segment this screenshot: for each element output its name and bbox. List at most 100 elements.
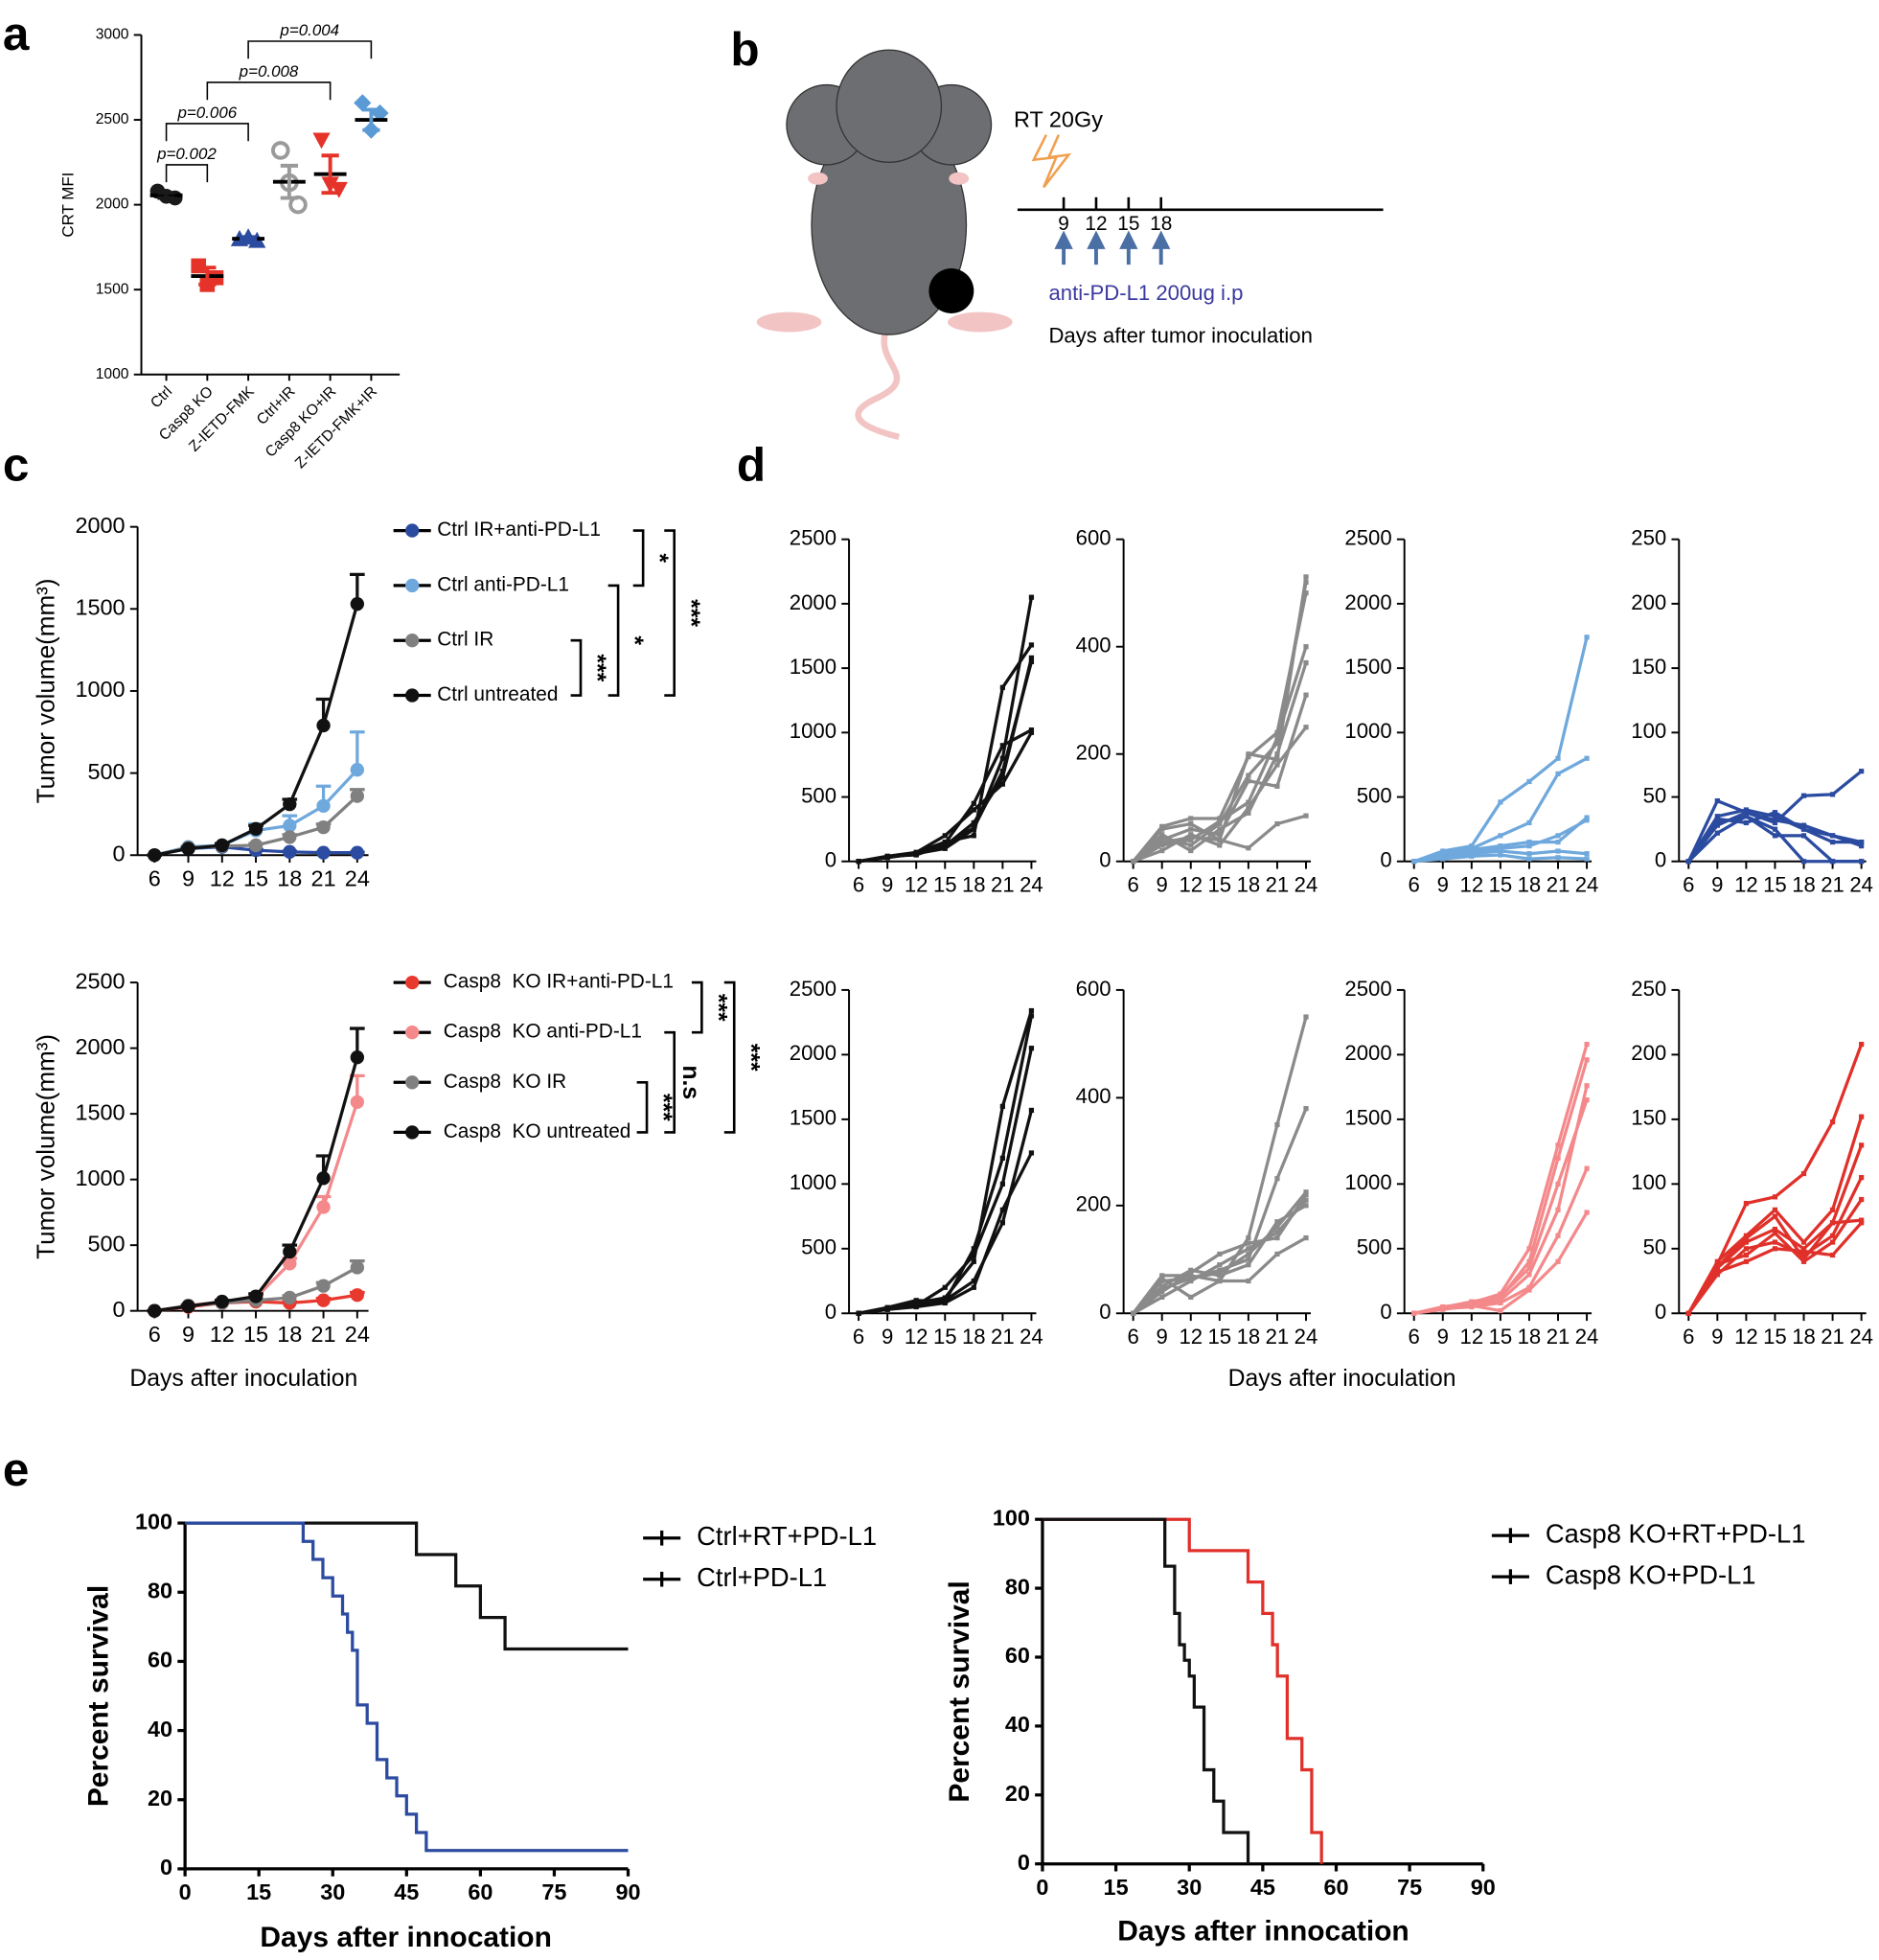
error-bar bbox=[157, 191, 175, 200]
y-tick-label: 1500 bbox=[75, 595, 125, 620]
point bbox=[942, 833, 948, 839]
legend-label: Casp8 KO IR bbox=[444, 1071, 566, 1093]
point bbox=[1526, 819, 1532, 826]
point bbox=[1246, 1257, 1251, 1262]
y-tick-label: 0 bbox=[1099, 848, 1111, 872]
point bbox=[1772, 1246, 1778, 1252]
x-tick-label: 24 bbox=[1575, 873, 1599, 897]
significance-label: *** bbox=[584, 654, 609, 681]
point bbox=[884, 855, 890, 861]
point bbox=[1859, 1196, 1865, 1203]
point bbox=[1159, 840, 1165, 845]
x-tick-label: 15 bbox=[1763, 873, 1787, 897]
y-tick-label: 100 bbox=[1631, 719, 1666, 743]
point bbox=[1743, 1246, 1750, 1252]
point bbox=[1188, 842, 1194, 848]
point bbox=[1303, 659, 1309, 666]
point bbox=[1743, 1258, 1750, 1264]
point bbox=[1829, 1118, 1836, 1125]
point bbox=[1217, 1251, 1223, 1257]
legend-marker bbox=[405, 1125, 420, 1140]
point bbox=[942, 842, 948, 847]
point bbox=[1498, 1300, 1503, 1306]
point bbox=[1859, 859, 1865, 865]
y-tick-label: 250 bbox=[1631, 526, 1666, 550]
y-tick-label: 0 bbox=[1099, 1300, 1111, 1324]
point bbox=[1246, 1278, 1251, 1284]
point bbox=[999, 755, 1005, 761]
mouse-hand bbox=[949, 172, 970, 185]
legend-marker bbox=[405, 578, 420, 593]
y-tick-label: 500 bbox=[801, 1235, 836, 1259]
point bbox=[1303, 574, 1309, 580]
y-tick-label: 2000 bbox=[1344, 1041, 1391, 1065]
point bbox=[215, 838, 229, 853]
y-tick-label: 1500 bbox=[75, 1099, 125, 1124]
significance-label: p=0.002 bbox=[156, 145, 217, 163]
point bbox=[1584, 1165, 1590, 1171]
y-tick-label: 500 bbox=[801, 783, 836, 807]
point bbox=[1028, 729, 1035, 735]
point bbox=[1772, 1207, 1778, 1212]
point bbox=[181, 1299, 195, 1314]
point bbox=[1217, 1273, 1223, 1279]
point bbox=[1555, 755, 1561, 761]
point bbox=[1217, 1262, 1223, 1268]
mouse-head bbox=[836, 49, 943, 163]
point bbox=[1859, 1220, 1865, 1226]
x-tick-label: 12 bbox=[905, 873, 928, 897]
x-tick-label: 18 bbox=[277, 865, 302, 890]
y-tick-label: 100 bbox=[1631, 1170, 1666, 1194]
point bbox=[1246, 805, 1251, 811]
x-tick-label: 15 bbox=[246, 1879, 271, 1904]
point bbox=[1274, 1224, 1280, 1230]
point bbox=[1829, 1252, 1836, 1258]
point bbox=[1469, 843, 1475, 849]
x-tick-label: Ctrl bbox=[148, 383, 175, 411]
significance-bracket bbox=[632, 529, 645, 588]
point bbox=[1772, 814, 1778, 819]
mouse-hand bbox=[808, 172, 828, 185]
line bbox=[858, 660, 1034, 864]
point bbox=[1714, 797, 1720, 804]
point bbox=[1800, 1252, 1807, 1258]
point bbox=[913, 852, 919, 858]
point bbox=[1526, 778, 1532, 785]
y-tick-label: 2000 bbox=[75, 1034, 125, 1059]
point bbox=[1217, 832, 1223, 838]
legend-label: Casp8 KO+RT+PD-L1 bbox=[1546, 1518, 1806, 1548]
point bbox=[1859, 769, 1865, 774]
x-tick-label: 12 bbox=[1460, 1325, 1484, 1349]
y-tick-label: 1000 bbox=[1344, 1170, 1391, 1194]
legend-label: Casp8 KO anti-PD-L1 bbox=[444, 1021, 642, 1043]
x-tick-label: 15 bbox=[933, 1325, 957, 1349]
point bbox=[148, 1303, 162, 1318]
point bbox=[1188, 1278, 1194, 1284]
point bbox=[999, 774, 1005, 780]
point bbox=[1303, 1203, 1309, 1209]
legend-marker bbox=[405, 975, 420, 990]
line bbox=[858, 596, 1034, 864]
significance-label: * bbox=[621, 635, 647, 645]
x-tick-label: 21 bbox=[1821, 1325, 1845, 1349]
significance-bracket bbox=[664, 529, 676, 697]
point bbox=[971, 819, 976, 826]
point bbox=[1526, 1258, 1532, 1264]
point bbox=[1714, 822, 1720, 828]
point bbox=[1526, 1287, 1532, 1293]
point bbox=[1159, 1273, 1165, 1279]
significance-bracket bbox=[691, 980, 703, 1034]
y-tick-label: 2000 bbox=[790, 590, 836, 614]
point bbox=[1498, 852, 1503, 858]
legend-marker bbox=[405, 1026, 420, 1040]
point bbox=[1246, 1234, 1251, 1241]
point bbox=[316, 845, 331, 860]
point bbox=[1028, 1007, 1035, 1014]
point bbox=[1555, 855, 1561, 861]
point bbox=[1685, 859, 1691, 865]
x-tick-label: 15 bbox=[243, 865, 268, 890]
point bbox=[1829, 1220, 1836, 1226]
point bbox=[1829, 859, 1836, 865]
point bbox=[1028, 655, 1035, 660]
point bbox=[1246, 799, 1251, 805]
